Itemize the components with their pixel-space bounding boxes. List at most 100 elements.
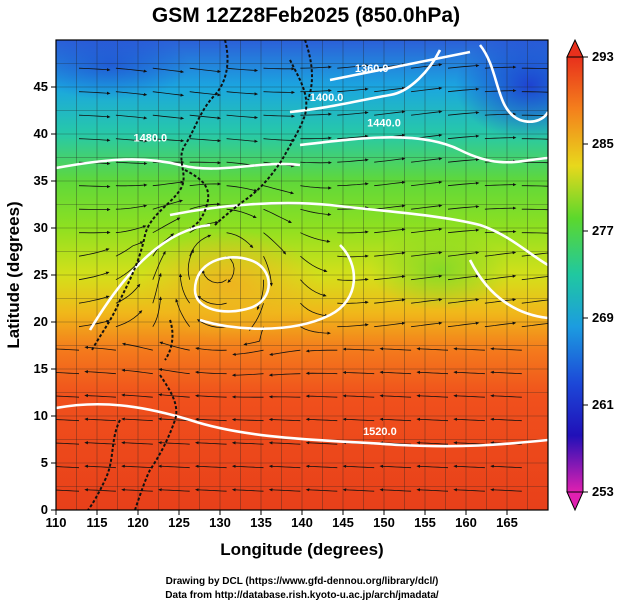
- streamline: [416, 441, 449, 445]
- streamline: [158, 464, 190, 469]
- streamline: [300, 136, 332, 140]
- streamline: [195, 394, 227, 398]
- streamline: [447, 181, 480, 187]
- y-tick-label: 25: [34, 267, 48, 282]
- x-tick-label: 140: [291, 515, 313, 530]
- streamline: [243, 326, 264, 346]
- streamline: [411, 274, 443, 281]
- credit-data: Data from http://database.rish.kyoto-u.a…: [165, 590, 439, 601]
- streamline: [337, 300, 369, 304]
- streamline: [84, 345, 116, 351]
- streamline: [379, 370, 412, 375]
- mid-region-shading: [370, 230, 510, 310]
- streamline: [521, 138, 548, 140]
- streamline: [115, 67, 148, 73]
- streamline: [305, 464, 338, 469]
- y-tick-label: 15: [34, 361, 48, 376]
- streamline: [115, 241, 144, 257]
- streamline: [269, 349, 301, 356]
- wind-streamlines: [56, 63, 548, 492]
- x-tick-label: 165: [496, 515, 518, 530]
- streamline: [78, 248, 110, 257]
- streamline: [178, 273, 191, 304]
- x-axis-label: Longitude (degrees): [220, 540, 383, 559]
- streamline: [121, 441, 153, 445]
- streamline: [337, 230, 369, 234]
- streamline: [231, 488, 264, 492]
- streamline: [56, 442, 80, 445]
- plot-area: [56, 40, 548, 510]
- streamline: [121, 342, 153, 351]
- streamline: [152, 217, 181, 234]
- streamline: [152, 180, 185, 187]
- streamline: [231, 464, 264, 469]
- streamline: [268, 417, 301, 422]
- streamline: [521, 252, 548, 257]
- streamline: [453, 441, 485, 445]
- streamline: [115, 114, 148, 120]
- streamline: [115, 138, 148, 143]
- streamline: [374, 110, 406, 116]
- streamline: [121, 393, 153, 398]
- streamline: [195, 441, 227, 445]
- streamline: [305, 441, 338, 445]
- streamline: [342, 394, 375, 398]
- streamline: [484, 230, 517, 234]
- streamline: [189, 114, 222, 120]
- streamline: [416, 417, 449, 422]
- y-tick-label: 20: [34, 314, 48, 329]
- coast-korea: [184, 169, 210, 229]
- streamline: [189, 202, 221, 210]
- colorbar: 293 285 277 269 261 253: [566, 38, 614, 512]
- streamline: [337, 182, 369, 187]
- streamline: [78, 138, 111, 142]
- grid-lines: [56, 40, 548, 510]
- streamline: [195, 464, 227, 469]
- streamline: [263, 138, 295, 143]
- contour-1360-east: [478, 44, 548, 123]
- streamline: [416, 370, 449, 375]
- streamline: [374, 251, 406, 257]
- cold-region-shading-nw: [56, 40, 190, 100]
- streamline: [152, 250, 166, 280]
- streamline: [447, 228, 480, 234]
- streamline: [374, 204, 406, 210]
- y-axis-label: Latitude (degrees): [4, 201, 23, 348]
- streamline: [447, 321, 480, 328]
- streamline: [300, 208, 332, 216]
- streamline: [379, 347, 412, 351]
- streamline: [484, 206, 517, 210]
- streamline: [337, 87, 369, 93]
- streamline: [300, 65, 332, 69]
- streamline: [56, 419, 80, 422]
- streamline: [263, 232, 287, 255]
- streamline: [411, 86, 443, 93]
- credit-drawing: Drawing by DCL (https://www.gfd-dennou.o…: [166, 576, 439, 587]
- y-tick-label: 0: [41, 502, 48, 517]
- streamline: [490, 417, 522, 422]
- x-tick-label: 115: [87, 515, 108, 530]
- x-tick-label: 135: [250, 515, 272, 530]
- streamline: [490, 347, 522, 351]
- streamline: [300, 326, 331, 335]
- colorbar-bottom-arrow: [566, 491, 584, 512]
- streamline: [158, 368, 190, 375]
- streamline: [121, 464, 153, 469]
- streamline: [521, 276, 548, 281]
- streamline: [226, 138, 258, 143]
- x-axis-ticks: 110 115 120 125 130 135 140 145 150 155 160 165: [46, 510, 518, 530]
- streamline: [78, 184, 111, 189]
- streamline: [189, 234, 212, 257]
- streamline: [342, 417, 375, 422]
- streamline: [337, 254, 369, 258]
- streamline: [263, 185, 295, 195]
- streamline: [490, 464, 522, 469]
- streamline: [379, 394, 412, 398]
- colorbar-tick-label: 285: [592, 136, 614, 151]
- streamline: [300, 255, 328, 273]
- streamline: [158, 441, 190, 445]
- streamline: [447, 298, 480, 304]
- y-tick-label: 10: [34, 408, 48, 423]
- streamline: [305, 371, 338, 375]
